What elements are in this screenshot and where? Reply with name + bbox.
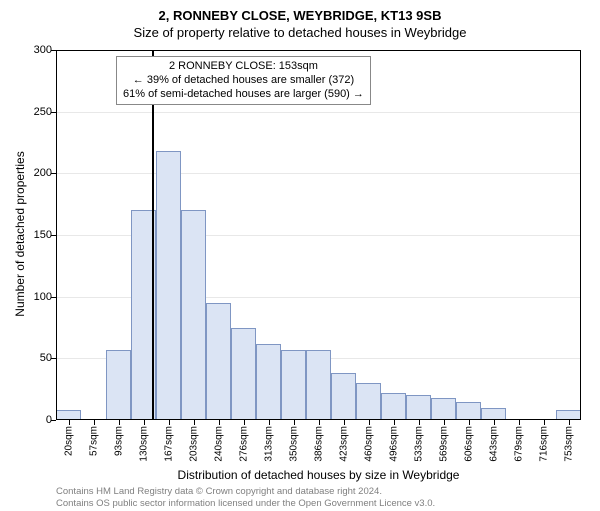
x-tick-label: 606sqm bbox=[463, 426, 474, 462]
x-tick-label: 57sqm bbox=[88, 426, 99, 456]
page-title: 2, RONNEBY CLOSE, WEYBRIDGE, KT13 9SB bbox=[0, 0, 600, 23]
x-tick-mark bbox=[219, 420, 220, 425]
x-tick-label: 386sqm bbox=[313, 426, 324, 462]
x-tick-label: 460sqm bbox=[363, 426, 374, 462]
x-tick-mark bbox=[244, 420, 245, 425]
plot-border bbox=[56, 50, 581, 420]
footer-attribution: Contains HM Land Registry data © Crown c… bbox=[56, 486, 435, 511]
x-tick-mark bbox=[494, 420, 495, 425]
x-axis-label: Distribution of detached houses by size … bbox=[56, 468, 581, 482]
x-tick-mark bbox=[144, 420, 145, 425]
y-tick-mark bbox=[51, 235, 56, 236]
x-tick-mark bbox=[469, 420, 470, 425]
x-tick-label: 569sqm bbox=[438, 426, 449, 462]
x-tick-label: 753sqm bbox=[563, 426, 574, 462]
x-tick-mark bbox=[119, 420, 120, 425]
y-tick-mark bbox=[51, 358, 56, 359]
x-tick-mark bbox=[169, 420, 170, 425]
x-tick-label: 533sqm bbox=[413, 426, 424, 462]
page-subtitle: Size of property relative to detached ho… bbox=[0, 23, 600, 40]
y-tick-label: 50 bbox=[12, 352, 52, 364]
x-tick-label: 496sqm bbox=[388, 426, 399, 462]
callout-box: 2 RONNEBY CLOSE: 153sqm ← 39% of detache… bbox=[116, 56, 371, 105]
x-tick-label: 643sqm bbox=[488, 426, 499, 462]
x-tick-label: 167sqm bbox=[163, 426, 174, 462]
x-tick-mark bbox=[344, 420, 345, 425]
x-tick-label: 93sqm bbox=[113, 426, 124, 456]
x-tick-mark bbox=[394, 420, 395, 425]
footer-line-1: Contains HM Land Registry data © Crown c… bbox=[56, 486, 435, 498]
x-tick-mark bbox=[94, 420, 95, 425]
x-tick-label: 350sqm bbox=[288, 426, 299, 462]
x-tick-mark bbox=[519, 420, 520, 425]
callout-line-2: ← 39% of detached houses are smaller (37… bbox=[123, 74, 364, 88]
footer-line-2: Contains OS public sector information li… bbox=[56, 498, 435, 510]
x-tick-mark bbox=[194, 420, 195, 425]
callout-line-3: 61% of semi-detached houses are larger (… bbox=[123, 88, 364, 102]
x-tick-label: 313sqm bbox=[263, 426, 274, 462]
x-tick-label: 679sqm bbox=[513, 426, 524, 462]
y-tick-mark bbox=[51, 173, 56, 174]
y-axis-label: Number of detached properties bbox=[13, 144, 27, 324]
x-tick-mark bbox=[269, 420, 270, 425]
x-tick-mark bbox=[69, 420, 70, 425]
x-tick-mark bbox=[444, 420, 445, 425]
y-tick-label: 0 bbox=[12, 414, 52, 426]
y-tick-mark bbox=[51, 50, 56, 51]
callout-line-1: 2 RONNEBY CLOSE: 153sqm bbox=[123, 60, 364, 74]
y-tick-label: 300 bbox=[12, 44, 52, 56]
x-tick-label: 240sqm bbox=[213, 426, 224, 462]
x-tick-label: 203sqm bbox=[188, 426, 199, 462]
x-tick-mark bbox=[294, 420, 295, 425]
y-tick-mark bbox=[51, 112, 56, 113]
x-tick-label: 20sqm bbox=[63, 426, 74, 456]
x-tick-mark bbox=[544, 420, 545, 425]
x-tick-label: 423sqm bbox=[338, 426, 349, 462]
x-tick-mark bbox=[419, 420, 420, 425]
x-tick-mark bbox=[369, 420, 370, 425]
x-tick-mark bbox=[569, 420, 570, 425]
x-tick-mark bbox=[319, 420, 320, 425]
x-tick-label: 716sqm bbox=[538, 426, 549, 462]
chart-plot-area: 2 RONNEBY CLOSE: 153sqm ← 39% of detache… bbox=[56, 50, 581, 420]
y-tick-mark bbox=[51, 420, 56, 421]
x-tick-label: 130sqm bbox=[138, 426, 149, 462]
y-tick-mark bbox=[51, 297, 56, 298]
y-tick-label: 250 bbox=[12, 106, 52, 118]
x-tick-label: 276sqm bbox=[238, 426, 249, 462]
